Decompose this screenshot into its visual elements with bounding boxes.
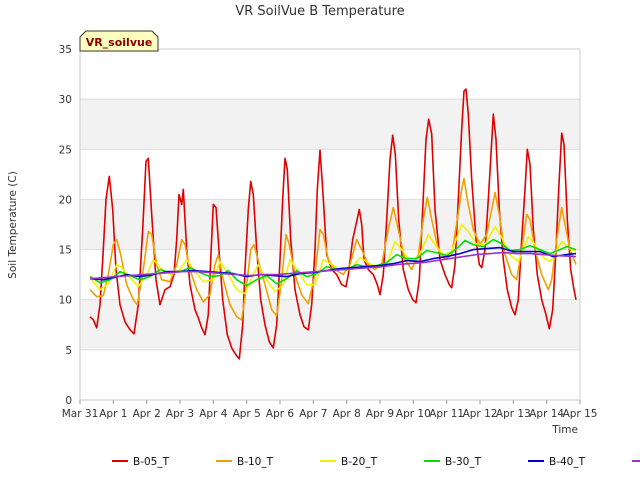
plot-band xyxy=(80,99,580,150)
plot-bands xyxy=(80,99,580,350)
x-tick-label: Apr 10 xyxy=(396,408,431,420)
legend-item: B-40_T xyxy=(528,456,586,468)
x-tick-label: Apr 8 xyxy=(333,408,361,420)
x-tick-label: Apr 7 xyxy=(299,408,327,420)
x-tick-label: Apr 12 xyxy=(463,408,498,420)
x-tick-label: Apr 1 xyxy=(99,408,127,420)
legend-label: B-30_T xyxy=(445,456,482,468)
legend-label: B-40_T xyxy=(549,456,586,468)
x-tick-label: Apr 9 xyxy=(366,408,394,420)
legend-item: B-05_T xyxy=(112,456,170,468)
x-tick-label: Apr 14 xyxy=(529,408,564,420)
x-tick-label: Apr 6 xyxy=(266,408,295,420)
x-tick-labels: Mar 31 Apr 1 Apr 2 Apr 3 Apr 4 Apr 5 Apr 6 Apr … xyxy=(62,400,598,420)
y-tick-label: 10 xyxy=(59,295,72,307)
x-tick-label: Apr 13 xyxy=(496,408,531,420)
y-tick-label: 35 xyxy=(59,44,72,56)
plot-band xyxy=(80,299,580,350)
series-layer xyxy=(89,88,577,360)
y-tick-label: 25 xyxy=(59,144,72,156)
legend: B-05_T B-10_T B-20_T B-30_T B-40_T B-50_T xyxy=(112,456,640,468)
y-tick-label: 30 xyxy=(59,94,72,106)
y-axis-label: Soil Temperature (C) xyxy=(7,171,19,279)
legend-label: B-10_T xyxy=(237,456,274,468)
y-tick-label: 20 xyxy=(59,194,72,206)
x-tick-label: Apr 5 xyxy=(233,408,261,420)
x-tick-label: Mar 31 xyxy=(62,408,99,420)
plot-frame xyxy=(79,48,581,401)
x-tick-label: Apr 11 xyxy=(429,408,464,420)
y-tick-label: 5 xyxy=(65,345,72,357)
x-tick-label: Apr 3 xyxy=(166,408,194,420)
y-tick-labels: 0 5 10 15 20 25 30 35 xyxy=(59,44,72,407)
legend-item: B-50_T xyxy=(632,460,640,462)
chart-title: VR SoilVue B Temperature xyxy=(235,4,404,19)
site-badge-box xyxy=(79,30,159,52)
legend-item: B-10_T xyxy=(216,456,274,468)
legend-item: B-30_T xyxy=(424,456,482,468)
x-tick-label: Apr 2 xyxy=(133,408,161,420)
series-line-b-05-t xyxy=(89,88,577,360)
x-axis-label: Time xyxy=(551,424,578,436)
x-tick-label: Apr 4 xyxy=(199,408,228,420)
series-line-b-10-t xyxy=(89,177,577,321)
plot-band xyxy=(80,199,580,250)
legend-label: B-05_T xyxy=(133,456,170,468)
legend-label: B-20_T xyxy=(341,456,378,468)
y-tick-label: 15 xyxy=(59,245,72,257)
site-badge: VR_soilvue xyxy=(79,30,159,52)
x-tick-label: Apr 15 xyxy=(563,408,598,420)
legend-item: B-20_T xyxy=(320,456,378,468)
y-tick-label: 0 xyxy=(65,395,72,407)
site-badge-text: VR_soilvue xyxy=(86,36,153,49)
series-line-b-50-t xyxy=(89,251,577,280)
